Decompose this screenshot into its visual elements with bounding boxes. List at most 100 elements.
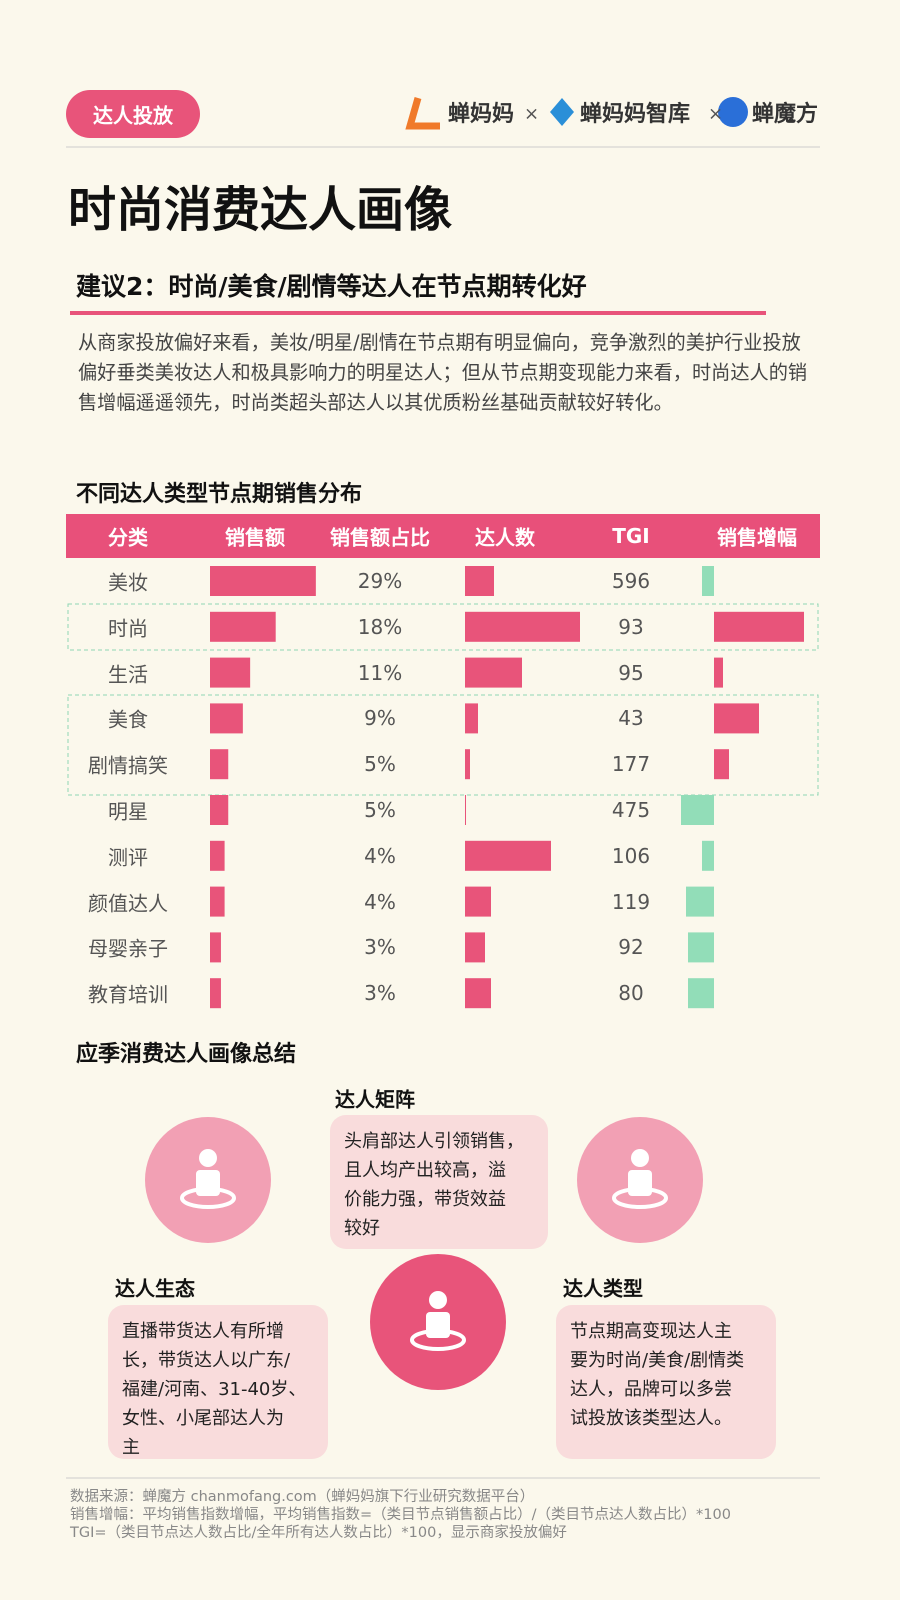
summary-line: 福建/河南、31-40岁、: [122, 1379, 307, 1400]
creators-bar: [465, 749, 470, 780]
sales-share: 4%: [364, 889, 396, 914]
table-title: 不同达人类型节点期销售分布: [76, 482, 363, 507]
creators-bar: [465, 566, 494, 596]
creators-bar: [465, 932, 485, 963]
person-body: [628, 1170, 652, 1196]
highlight-box: [67, 603, 819, 651]
summary-line: 直播带货达人有所增: [122, 1321, 284, 1342]
growth-bar: [714, 703, 759, 734]
tgi: 92: [618, 935, 644, 960]
sales-bar: [210, 566, 316, 596]
growth-bar: [714, 657, 723, 688]
summary-line: 试投放该类型达人。: [570, 1408, 732, 1429]
sales-bar: [210, 978, 221, 1009]
sales-share: 3%: [364, 935, 396, 960]
tgi: 43: [618, 706, 644, 731]
growth-bar: [714, 611, 804, 642]
title: 时尚消费达人画像: [68, 182, 453, 238]
creators-bar: [465, 840, 551, 871]
summary-line: 较好: [344, 1218, 380, 1239]
logo-text: 蝉妈妈智库: [580, 102, 691, 127]
tgi: 596: [611, 569, 651, 593]
person-ring: [612, 1187, 668, 1209]
category: 时尚: [108, 616, 148, 641]
logo-text: 蝉妈妈: [448, 102, 515, 127]
column-header: TGI: [612, 524, 650, 548]
logo-icon: [550, 98, 574, 126]
subtitle: 建议2：时尚/美食/剧情等达人在节点期转化好: [76, 272, 587, 301]
category: 生活: [108, 662, 148, 687]
summary-line: 女性、小尾部达人为: [122, 1408, 284, 1429]
summary-title: 应季消费达人画像总结: [76, 1042, 297, 1067]
growth-bar: [688, 978, 714, 1009]
creators-bar: [465, 657, 522, 688]
growth-bar: [702, 840, 714, 871]
sales-bar: [210, 611, 276, 642]
tgi: 93: [618, 614, 644, 639]
tag: 达人投放: [93, 103, 173, 128]
footer: 数据来源：蝉魔方 chanmofang.com（蝉妈妈旗下行业研究数据平台） 销售…: [70, 1488, 790, 1542]
tgi: 80: [618, 981, 644, 1006]
summary-box: [330, 1115, 548, 1249]
logo-separator: ×: [708, 103, 724, 125]
summary-item-title: 达人矩阵: [335, 1087, 415, 1112]
summary-line: 要为时尚/美食/剧情类: [570, 1350, 745, 1371]
tgi: 106: [611, 843, 651, 868]
column-header: 销售额占比: [330, 525, 430, 550]
sales-share: 5%: [364, 752, 396, 777]
sales-bar: [210, 932, 221, 963]
summary-line: 长，带货达人以广东/: [122, 1350, 291, 1371]
category: 颜值达人: [88, 891, 168, 916]
column-header: 销售额: [225, 525, 285, 550]
creators-bar: [465, 978, 491, 1009]
sales-share: 11%: [357, 660, 403, 685]
creators-bar: [465, 703, 478, 734]
sales-bar: [210, 886, 225, 917]
sales-bar: [210, 703, 243, 734]
tgi: 475: [611, 798, 651, 822]
column-header: 销售增幅: [717, 525, 797, 550]
category: 教育培训: [88, 982, 168, 1007]
summary-line: 节点期高变现达人主: [570, 1321, 732, 1342]
category: 美食: [108, 707, 148, 732]
category: 测评: [108, 845, 148, 870]
person-head: [631, 1149, 649, 1167]
growth-bar: [714, 749, 729, 780]
summary-box: [556, 1305, 776, 1459]
growth-bar: [686, 886, 714, 917]
tgi: 119: [611, 889, 651, 914]
person-ring: [410, 1329, 466, 1351]
table-header-bg: [66, 514, 820, 558]
creators-bar: [465, 886, 491, 917]
category: 美妆: [108, 570, 148, 595]
category: 明星: [108, 799, 148, 824]
summary-item-title: 达人生态: [115, 1276, 195, 1301]
summary-line: 主: [122, 1437, 140, 1458]
highlight-box: [67, 694, 819, 796]
sales-share: 29%: [357, 569, 403, 593]
person-head: [429, 1291, 447, 1309]
summary-box: [108, 1305, 328, 1459]
sales-bar: [210, 749, 229, 780]
logo-icon: [405, 97, 440, 130]
sales-share: 9%: [364, 706, 396, 731]
summary-line: 且人均产出较高，溢: [344, 1160, 506, 1181]
column-header: 分类: [108, 525, 148, 550]
sales-share: 3%: [364, 981, 396, 1006]
person-ring: [180, 1187, 236, 1209]
growth-bar: [681, 795, 714, 825]
category: 母婴亲子: [88, 936, 168, 961]
person-head: [199, 1149, 217, 1167]
creators-bar: [465, 611, 580, 642]
footer-note: 数据来源：蝉魔方 chanmofang.com（蝉妈妈旗下行业研究数据平台）: [70, 1489, 535, 1505]
tgi: 177: [611, 752, 651, 777]
sales-bar: [210, 795, 229, 825]
summary-item-title: 达人类型: [563, 1276, 643, 1301]
summary-line: 达人，品牌可以多尝: [570, 1379, 732, 1400]
sales-bar: [210, 840, 225, 871]
summary-line: 价能力强，带货效益: [344, 1189, 506, 1210]
person-body: [426, 1312, 450, 1338]
column-header: 达人数: [475, 525, 535, 550]
